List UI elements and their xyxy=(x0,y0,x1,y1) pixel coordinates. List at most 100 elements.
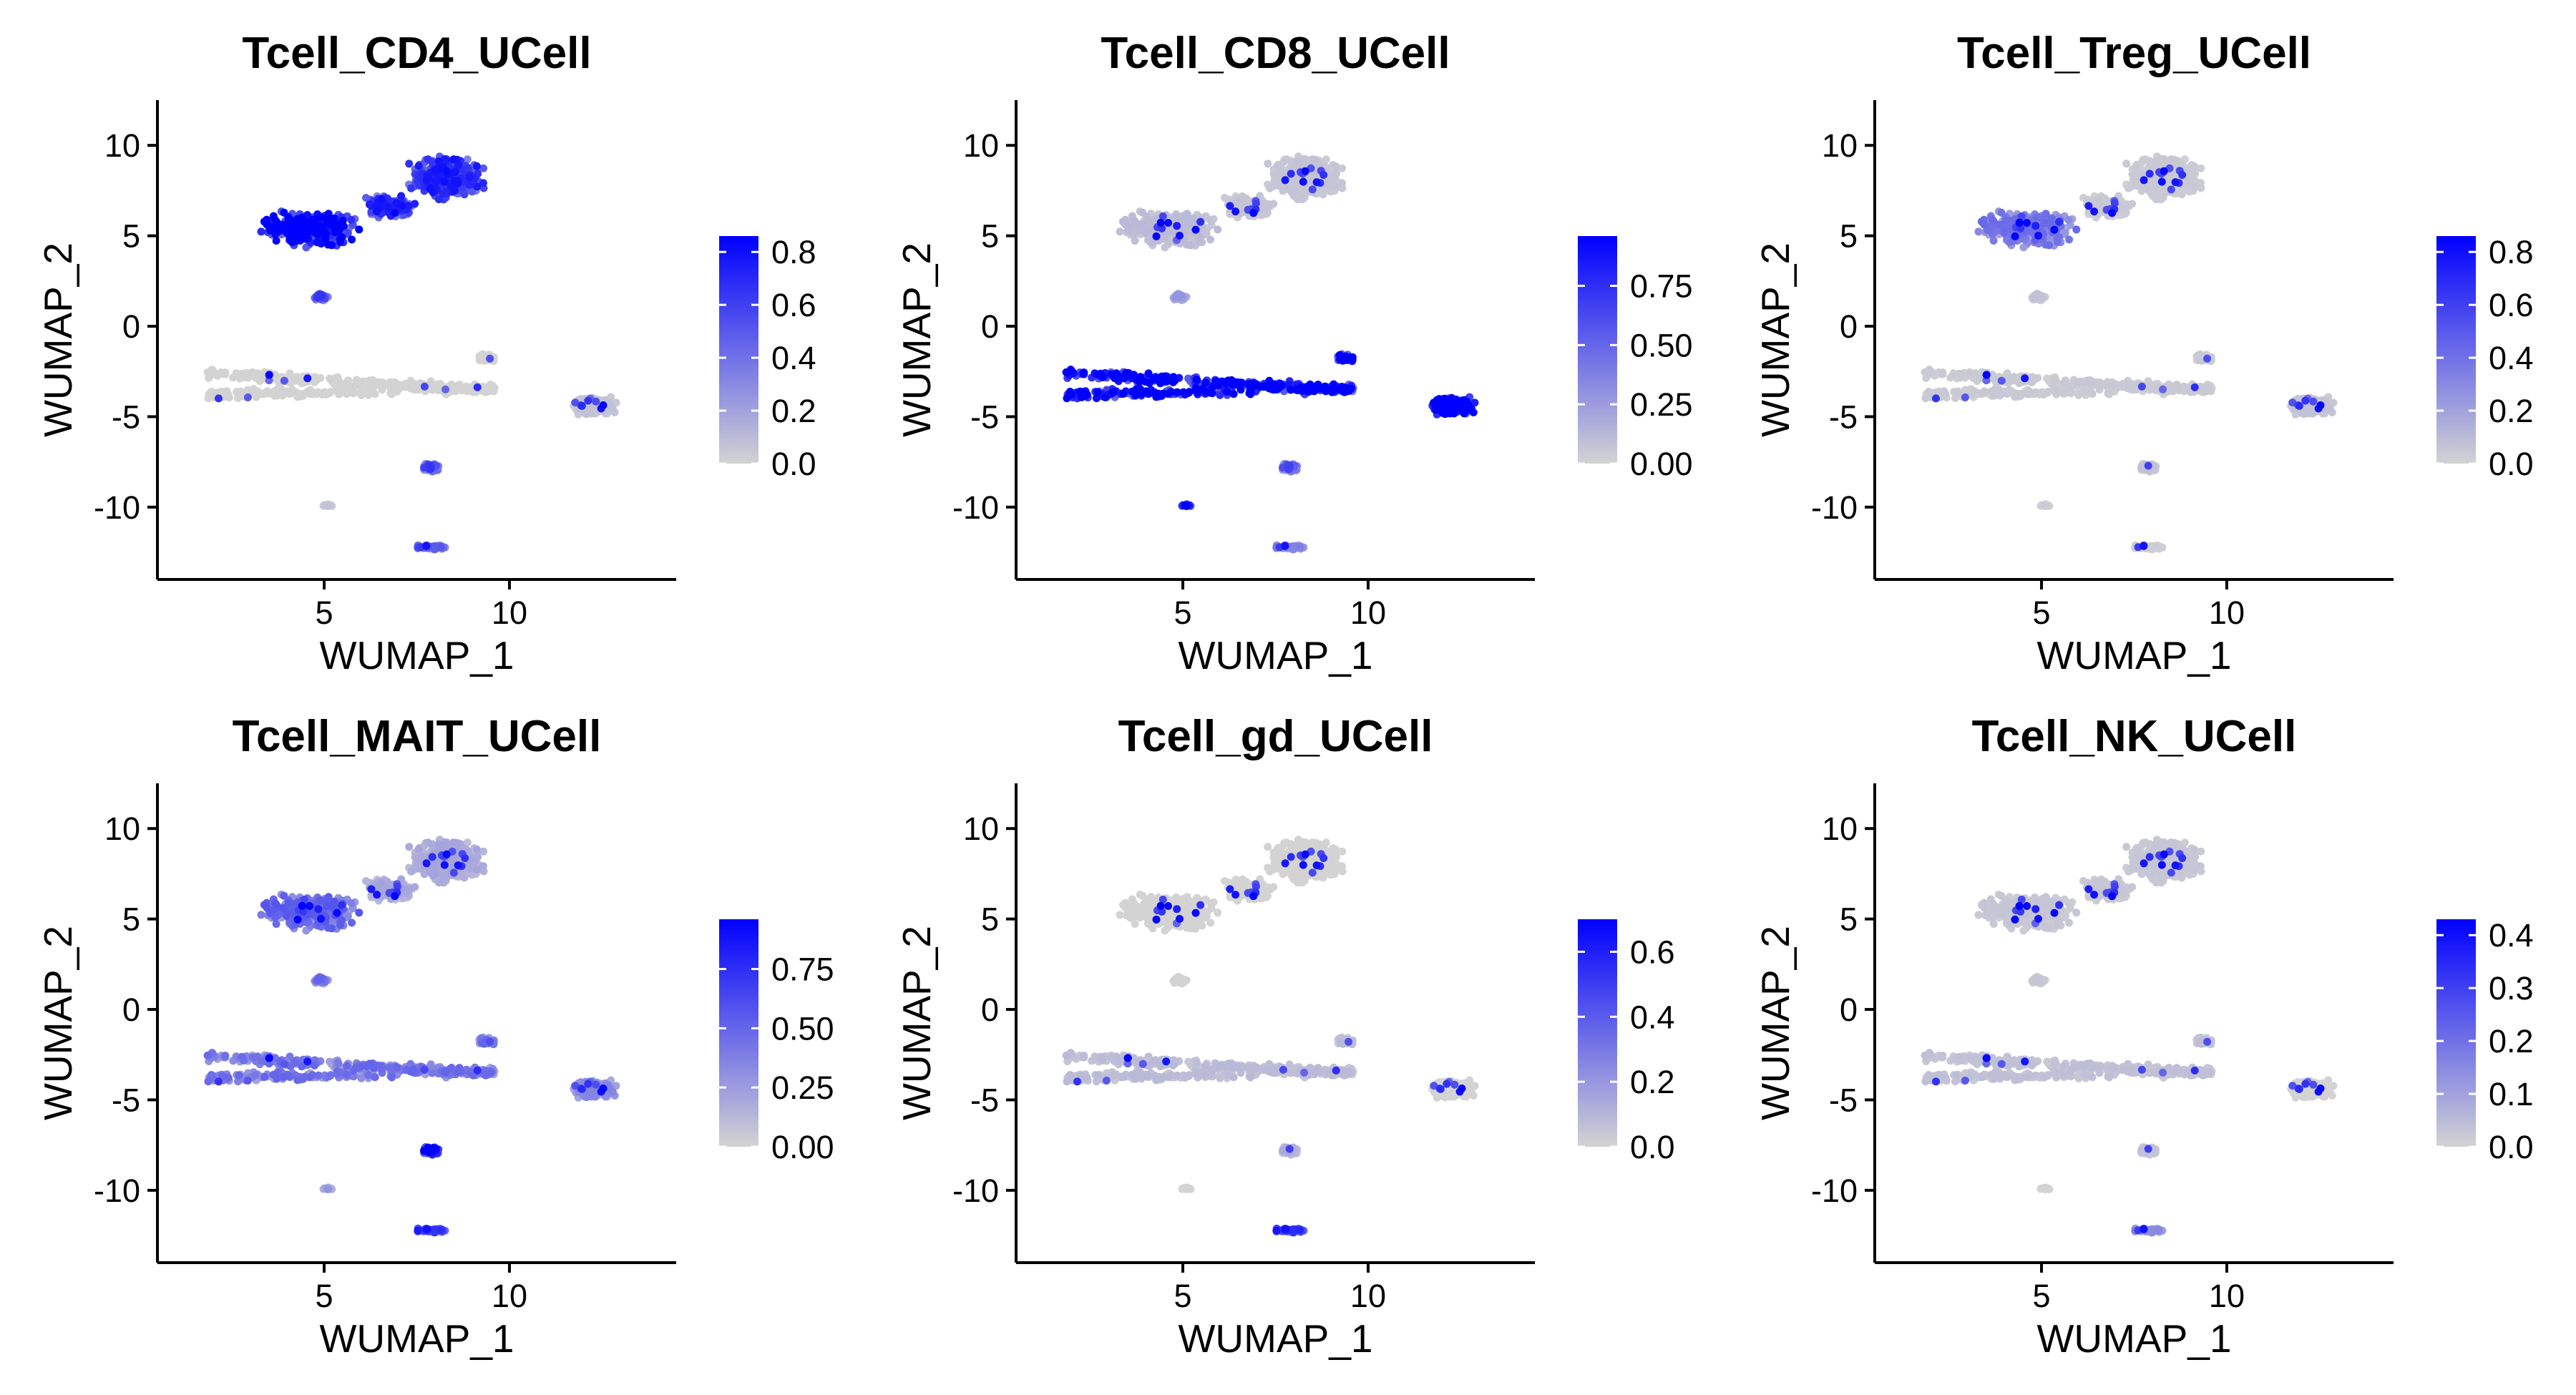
cell-point xyxy=(332,386,341,395)
cell-point xyxy=(1293,157,1302,165)
cell-point xyxy=(1955,369,1963,378)
cell-point xyxy=(1183,501,1191,510)
cell-point xyxy=(1346,384,1354,393)
cell-point xyxy=(2042,389,2051,397)
cell-point xyxy=(1978,390,1986,398)
cell-point xyxy=(1266,184,1274,192)
cell-point xyxy=(486,354,494,363)
cell-point xyxy=(414,162,423,170)
cell-point xyxy=(2172,384,2180,393)
cell-point xyxy=(355,225,364,234)
panel-title: Tcell_Treg_UCell xyxy=(1957,29,2311,78)
x-tick-label: 5 xyxy=(1174,594,1192,631)
cell-point xyxy=(240,372,249,381)
cell-point xyxy=(397,192,406,200)
cell-point xyxy=(1223,388,1231,396)
cell-point xyxy=(2041,501,2049,510)
cell-point xyxy=(333,376,342,383)
cell-point xyxy=(440,177,449,186)
cell-point xyxy=(2122,160,2131,168)
cell-point xyxy=(233,388,241,396)
colorbar-tick-label: 0.8 xyxy=(771,234,816,270)
cell-point xyxy=(293,224,302,232)
cell-point xyxy=(2203,384,2212,393)
cell-point xyxy=(1327,388,1336,396)
cell-point xyxy=(2167,155,2175,164)
cell-point xyxy=(323,501,332,510)
cell-point xyxy=(352,376,361,384)
x-tick-label: 10 xyxy=(492,594,527,631)
cell-point xyxy=(2141,155,2150,164)
panel-title: Tcell_CD4_UCell xyxy=(242,29,591,78)
cell-point xyxy=(1443,399,1451,408)
cell-point xyxy=(454,178,462,187)
cell-point xyxy=(1990,391,1999,400)
cell-point xyxy=(2094,195,2103,203)
cell-point xyxy=(1453,400,1461,408)
colorbar-tick-label: 0.00 xyxy=(1630,446,1693,482)
cell-point xyxy=(451,168,459,177)
cell-point xyxy=(1065,391,1073,398)
colorbar-legend: 0.750.500.250.00 xyxy=(1578,236,1693,482)
cell-point xyxy=(422,176,431,185)
cell-point xyxy=(1119,390,1128,398)
cell-point xyxy=(1131,217,1139,225)
cell-point xyxy=(205,390,213,398)
cell-point xyxy=(347,216,356,224)
cell-point xyxy=(297,391,305,400)
y-tick-label: 5 xyxy=(981,218,999,255)
cell-point xyxy=(2050,384,2059,392)
cell-point xyxy=(1152,232,1161,240)
cell-point xyxy=(365,200,374,209)
cell-point xyxy=(1312,384,1320,393)
cell-point xyxy=(612,398,620,407)
cell-point xyxy=(1997,389,2005,398)
scatter-points xyxy=(1921,152,2338,554)
cell-point xyxy=(1191,386,1199,395)
cell-point xyxy=(1198,385,1206,393)
cell-point xyxy=(2155,543,2163,551)
cell-point xyxy=(1331,162,1340,170)
cell-point xyxy=(2190,162,2198,170)
cell-point xyxy=(1138,220,1146,229)
scatter-points xyxy=(203,152,620,554)
cell-point xyxy=(1131,237,1139,245)
cell-point xyxy=(1136,385,1144,393)
colorbar-tick-label: 0.75 xyxy=(1630,268,1693,305)
cell-point xyxy=(441,156,450,164)
cell-point xyxy=(1236,386,1245,394)
cell-point xyxy=(592,397,600,406)
cell-point xyxy=(1343,356,1352,364)
cell-point xyxy=(1277,381,1286,390)
cell-point xyxy=(2190,182,2199,191)
colorbar-tick-label: 0.2 xyxy=(771,393,816,429)
cell-point xyxy=(1110,388,1118,396)
cell-point xyxy=(1211,381,1219,389)
cell-point xyxy=(1076,388,1085,397)
cell-point xyxy=(324,210,333,218)
cell-point xyxy=(473,182,482,191)
cell-point xyxy=(2022,390,2031,398)
cell-point xyxy=(1296,543,1304,551)
cell-point xyxy=(260,217,268,226)
cell-point xyxy=(1136,373,1145,381)
cell-point xyxy=(1149,374,1158,383)
cell-point xyxy=(243,393,252,401)
cell-point xyxy=(2008,374,2016,383)
y-tick-label: 0 xyxy=(122,308,140,345)
cell-point xyxy=(1229,381,1237,389)
cell-point xyxy=(1264,160,1272,168)
x-tick-label: 10 xyxy=(1350,594,1386,631)
cell-point xyxy=(1191,225,1200,234)
cell-point xyxy=(1174,213,1182,222)
cell-point xyxy=(1173,222,1181,230)
cell-point xyxy=(1335,385,1344,393)
cell-point xyxy=(437,543,446,551)
cell-point xyxy=(1269,383,1277,392)
cell-point xyxy=(420,382,429,391)
cell-point xyxy=(459,384,467,393)
colorbar-tick-label: 0.50 xyxy=(1630,327,1693,363)
cell-point xyxy=(316,388,325,397)
